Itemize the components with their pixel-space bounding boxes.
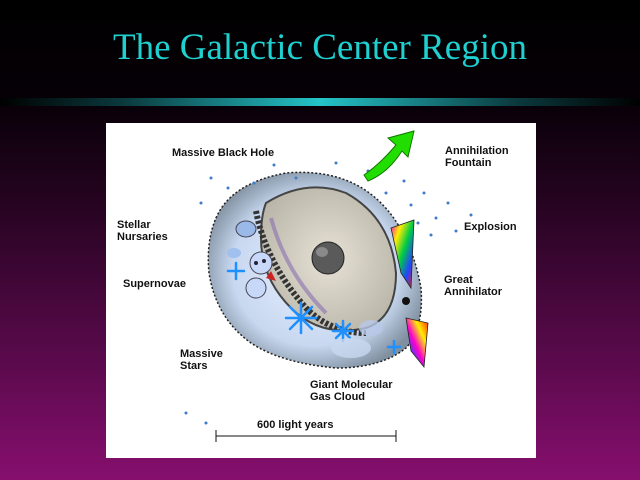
explosion-wedge bbox=[390, 219, 415, 290]
label-great-annihilator: Great Annihilator bbox=[444, 274, 503, 298]
cloud-blobs bbox=[331, 320, 383, 358]
label-massive-stars: Massive Stars bbox=[180, 348, 223, 372]
black-hole-icon bbox=[311, 241, 345, 275]
label-explosion: Explosion bbox=[464, 221, 517, 233]
diagram-illustration bbox=[184, 130, 473, 442]
label-giant-molecular-gas-cloud: Giant Molecular Gas Cloud bbox=[310, 379, 393, 403]
label-stellar-nurseries: Stellar Nursaries bbox=[117, 219, 168, 243]
label-massive-black-hole: Massive Black Hole bbox=[172, 147, 275, 159]
fountain-arrow-icon bbox=[363, 130, 415, 182]
stellar-nursery-icons bbox=[227, 220, 276, 299]
title-divider bbox=[0, 98, 640, 106]
label-annihilation-fountain: Annihilation Fountain bbox=[445, 145, 509, 169]
scale-bar-label: 600 light years bbox=[257, 419, 334, 431]
galactic-center-diagram: Massive Black Hole Annihilation Fountain… bbox=[106, 123, 536, 458]
massive-star-icons bbox=[226, 261, 402, 355]
slide-title: The Galactic Center Region bbox=[112, 27, 528, 68]
great-annihilator-source-icon bbox=[402, 297, 410, 305]
scale-bar bbox=[215, 430, 397, 442]
black-hole-highlight bbox=[316, 247, 328, 257]
fountain-particles bbox=[184, 161, 473, 425]
great-annihilator-wedge bbox=[405, 317, 429, 369]
label-supernovae: Supernovae bbox=[123, 278, 186, 290]
